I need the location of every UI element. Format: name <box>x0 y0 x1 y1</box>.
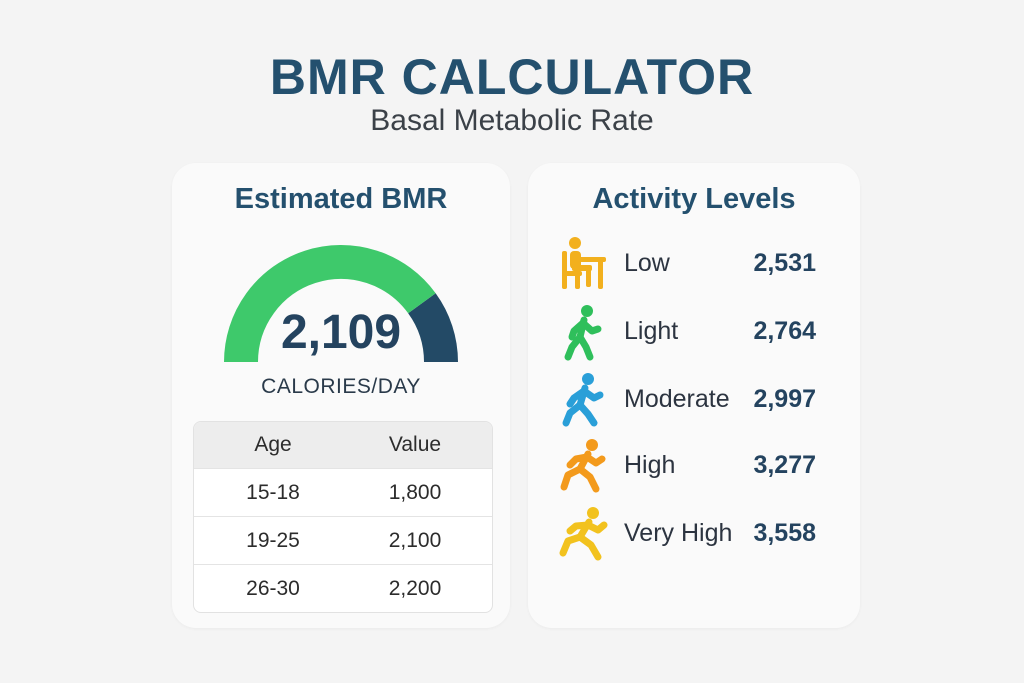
page-subtitle: Basal Metabolic Rate <box>370 104 654 137</box>
activity-row-low: Low 2,531 <box>528 235 860 295</box>
activity-label: Light <box>624 317 679 345</box>
running-person-icon <box>560 439 606 493</box>
age-cell: 15-18 <box>246 480 300 504</box>
value-cell: 1,800 <box>388 480 442 504</box>
page-title: BMR CALCULATOR <box>269 49 755 105</box>
table-row: 26-30 2,200 <box>194 564 492 612</box>
age-cell: 26-30 <box>246 576 300 600</box>
activity-label: High <box>624 451 676 479</box>
activity-label: Moderate <box>624 385 730 413</box>
bmr-gauge <box>224 245 458 363</box>
table-row: 15-18 1,800 <box>194 468 492 516</box>
column-header-age: Age <box>254 433 292 456</box>
walking-person-icon <box>562 373 604 427</box>
value-cell: 2,100 <box>388 528 442 552</box>
activity-card: Activity Levels Low 2,531 <box>528 163 860 628</box>
activity-card-title: Activity Levels <box>592 183 796 215</box>
age-value-table: Age Value 15-18 1,800 19-25 2,100 26-30 … <box>193 421 493 613</box>
sitting-person-icon <box>562 237 606 289</box>
table-header-row: Age Value <box>194 422 492 468</box>
activity-label: Very High <box>624 519 733 547</box>
activity-row-high: High 3,277 <box>528 437 860 497</box>
running-person-icon <box>559 507 608 561</box>
walking-person-icon <box>564 305 602 361</box>
activity-row-moderate: Moderate 2,997 <box>528 371 860 431</box>
gauge-fill-arc <box>224 245 436 363</box>
value-cell: 2,200 <box>388 576 442 600</box>
bmr-card: Estimated BMR 2,109 CALORIES/DAY Age Val… <box>172 163 510 628</box>
bmr-card-title: Estimated BMR <box>234 183 448 215</box>
gauge-remaining-arc <box>407 293 458 363</box>
activity-value: 2,997 <box>753 385 816 413</box>
age-cell: 19-25 <box>246 528 300 552</box>
table-row: 19-25 2,100 <box>194 516 492 564</box>
activity-value: 2,764 <box>753 317 816 345</box>
activity-value: 3,277 <box>753 451 816 479</box>
activity-label: Low <box>624 249 670 277</box>
activity-row-light: Light 2,764 <box>528 303 860 363</box>
bmr-unit: CALORIES/DAY <box>261 375 421 398</box>
activity-value: 3,558 <box>753 519 816 547</box>
bmr-value: 2,109 <box>280 306 402 359</box>
column-header-value: Value <box>388 433 442 456</box>
activity-value: 2,531 <box>753 249 816 277</box>
activity-row-very-high: Very High 3,558 <box>528 505 860 565</box>
